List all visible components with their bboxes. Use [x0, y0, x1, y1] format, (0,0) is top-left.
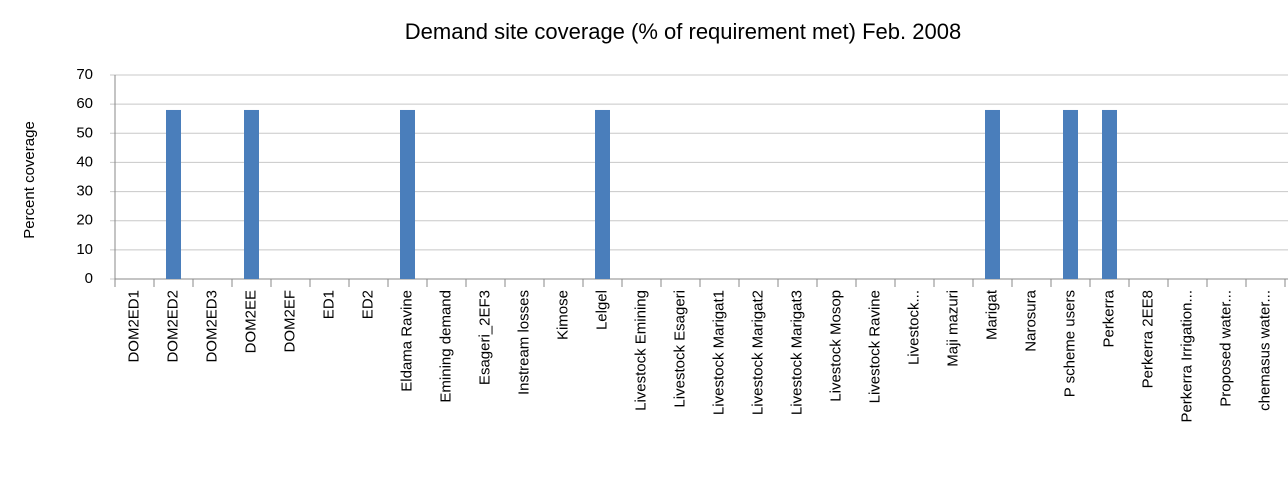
y-tick-label: 40 [76, 153, 93, 170]
y-tick-label: 50 [76, 124, 93, 141]
x-tick-label: DOM2ED2 [164, 290, 181, 363]
y-tick-label: 60 [76, 95, 93, 112]
x-tick-label: Livestock Mosop [827, 290, 844, 402]
bar [595, 109, 610, 279]
x-tick-label: DOM2ED3 [203, 290, 220, 363]
x-tick-label: Perkerra [1100, 289, 1117, 347]
y-tick-label: 10 [76, 241, 93, 258]
x-tick-label: Livestock Marigat1 [710, 290, 727, 415]
x-tick-label: Livestock Ravine [866, 290, 883, 403]
x-tick-label: Instream losses [515, 290, 532, 395]
y-tick-label: 70 [76, 66, 93, 83]
chart-title: Demand site coverage (% of requirement m… [405, 19, 961, 44]
bar [985, 109, 1000, 279]
bar [400, 109, 415, 279]
bar [1063, 109, 1078, 279]
x-tick-label: Esageri_2EF3 [476, 290, 493, 385]
y-tick-label: 0 [85, 270, 93, 287]
x-tick-label: DOM2ED1 [125, 290, 142, 363]
x-tick-label: Maji mazuri [944, 290, 961, 367]
x-tick-label: Kimose [554, 290, 571, 340]
x-tick-label: Emining demand [437, 290, 454, 403]
x-tick-label: P scheme users [1061, 290, 1078, 397]
y-axis-label: Percent coverage [21, 121, 38, 239]
x-tick-label: Proposed water... [1217, 290, 1234, 407]
bar [1102, 109, 1117, 279]
x-tick-label: chemasus water... [1256, 290, 1273, 411]
x-tick-label: Livestock... [905, 290, 922, 365]
x-tick-label: Marigat [983, 289, 1000, 340]
x-tick-label: ED1 [320, 290, 337, 319]
x-tick-label: Livestock Marigat2 [749, 290, 766, 415]
x-tick-label: DOM2EF [281, 290, 298, 353]
y-tick-label: 30 [76, 183, 93, 200]
x-tick-label: Perkerra Irrigation... [1178, 290, 1195, 423]
x-tick-label: Perkerra 2EE8 [1139, 290, 1156, 388]
x-tick-label: Livestock Marigat3 [788, 290, 805, 415]
x-tick-label: Lelgel [593, 290, 610, 330]
x-tick-label: ED2 [359, 290, 376, 319]
x-tick-label: Narosura [1022, 289, 1039, 351]
x-tick-label: Livestock Emining [632, 290, 649, 411]
y-tick-label: 20 [76, 212, 93, 229]
x-tick-label: Livestock Esageri [671, 290, 688, 408]
bar [244, 109, 259, 279]
x-tick-label: DOM2EE [242, 290, 259, 353]
bar [166, 109, 181, 279]
x-tick-label: Eldama Ravine [398, 290, 415, 392]
